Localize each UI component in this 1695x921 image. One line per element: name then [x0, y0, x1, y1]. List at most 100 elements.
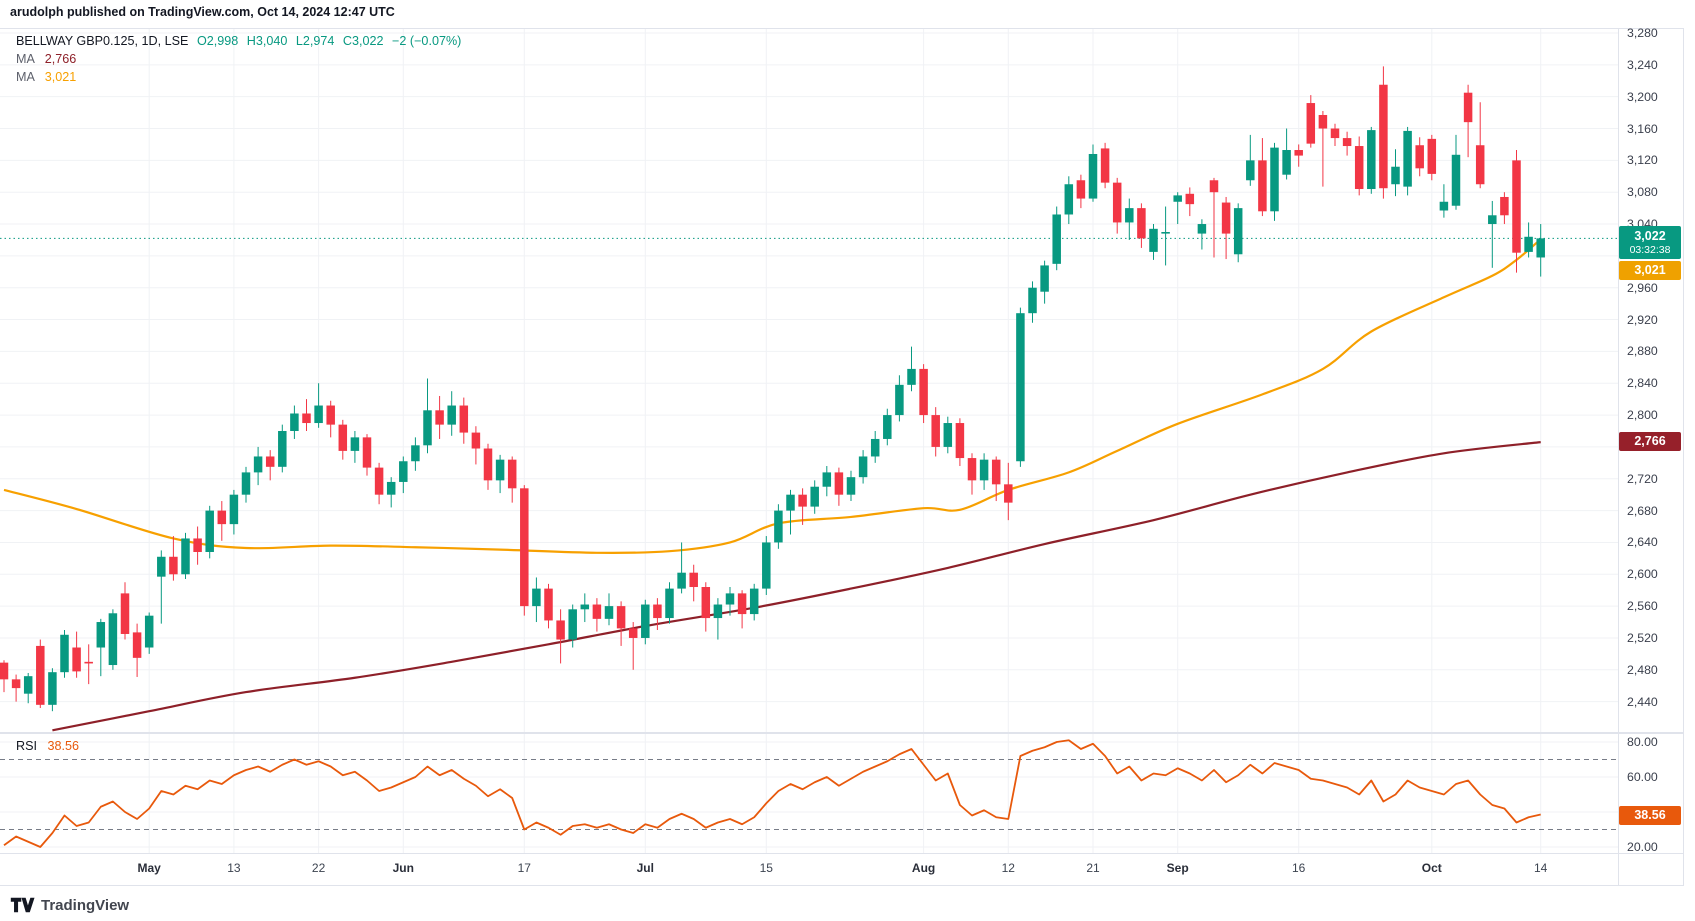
candle-body — [1463, 92, 1473, 123]
candle-body — [290, 413, 299, 431]
ma-fast-row[interactable]: MA 3,021 — [16, 69, 461, 86]
price-tick-label: 2,960 — [1627, 280, 1658, 295]
candle-body — [725, 593, 735, 605]
ma_fast-line — [3, 238, 1542, 554]
byline: arudolph published on TradingView.com, O… — [10, 5, 395, 19]
candle-body — [1342, 138, 1352, 147]
time-tick-label: 21 — [1086, 861, 1100, 875]
rsi-tick-label: 20.00 — [1627, 840, 1658, 854]
price-tick-label: 3,280 — [1627, 26, 1658, 40]
candle-body — [1391, 166, 1400, 185]
candle-body — [580, 604, 590, 610]
rsi-legend-row[interactable]: RSI 38.56 — [16, 739, 79, 753]
candle-body — [399, 461, 408, 482]
candle-body — [84, 661, 93, 664]
candle-body — [1221, 202, 1231, 234]
candle-body — [665, 588, 674, 619]
candle-body — [1379, 84, 1388, 189]
candle-body — [181, 538, 190, 575]
candle-body — [217, 510, 227, 525]
frame-right — [1683, 28, 1684, 886]
symbol-title: BELLWAY GBP0.125, 1D, LSE — [16, 34, 189, 48]
candle-body — [1209, 180, 1219, 193]
candle-body — [11, 679, 21, 689]
candle-body — [495, 459, 505, 481]
candle-body — [229, 494, 239, 525]
candle-body — [72, 647, 81, 672]
time-tick-label: 12 — [1001, 861, 1015, 875]
price-tick-label: 2,720 — [1627, 471, 1658, 486]
frame-bottom — [0, 885, 1683, 886]
candle-body — [60, 634, 69, 673]
candle-body — [1306, 103, 1316, 144]
candle-body — [483, 448, 493, 481]
candle-body — [1149, 228, 1158, 252]
candle-body — [677, 572, 686, 589]
time-tick-label: 15 — [759, 861, 773, 875]
ma-slow-row[interactable]: MA 2,766 — [16, 51, 461, 68]
candle-body — [1064, 184, 1074, 215]
candle-body — [144, 615, 154, 648]
last-price-value: 3,022 — [1634, 229, 1666, 244]
candle-body — [1052, 214, 1061, 264]
candle-body — [1294, 150, 1303, 156]
candle-body — [253, 456, 263, 473]
price-tick-label: 2,640 — [1627, 535, 1658, 550]
candle-body — [1524, 236, 1533, 252]
candle-body — [931, 415, 940, 447]
candle-body — [1439, 201, 1449, 211]
candle-body — [1354, 146, 1364, 190]
candle-body — [193, 538, 202, 552]
candle-body — [1197, 224, 1207, 234]
candle-body — [737, 593, 747, 615]
ma_slow-line — [52, 441, 1541, 732]
candle-body — [471, 432, 481, 449]
ma-fast-label: MA — [16, 70, 35, 84]
tradingview-logo[interactable]: TradingView — [10, 896, 129, 914]
candle-body — [568, 609, 577, 640]
candle-body — [108, 613, 118, 666]
frame-top — [0, 28, 1683, 29]
candle-body — [1185, 193, 1195, 205]
candle-body — [786, 494, 795, 511]
candle-body — [592, 604, 602, 619]
candle-body — [459, 405, 469, 433]
ma-fast-badge: 3,021 — [1619, 261, 1681, 281]
candle-body — [1076, 180, 1086, 199]
time-tick-label: 17 — [517, 861, 531, 875]
candle-body — [169, 556, 178, 575]
time-tick-label: 13 — [227, 861, 241, 875]
candle-body — [604, 606, 614, 619]
price-tick-label: 2,480 — [1627, 662, 1658, 677]
candle-body — [810, 486, 819, 507]
candle-body — [120, 593, 130, 634]
candle-body — [1161, 232, 1170, 234]
ohlc-high: H3,040 — [246, 34, 288, 48]
time-tick-label: Jul — [636, 861, 654, 875]
symbol-row[interactable]: BELLWAY GBP0.125, 1D, LSE O2,998 H3,040 … — [16, 33, 461, 50]
ohlc-open: O2,998 — [196, 34, 239, 48]
candle-body — [241, 472, 251, 495]
candle-body — [1004, 484, 1013, 503]
candle-body — [1536, 238, 1545, 258]
candle-body — [411, 445, 420, 462]
candle-body — [205, 510, 214, 552]
candle-body — [798, 494, 807, 507]
candle-body — [1040, 265, 1049, 292]
price-tick-label: 3,080 — [1627, 185, 1658, 200]
candle-body — [895, 384, 904, 416]
rsi-value: 38.56 — [47, 739, 80, 753]
candle-body — [919, 368, 928, 416]
candle-body — [701, 587, 711, 619]
timeaxis-separator — [0, 853, 1683, 854]
candle-body — [1233, 208, 1243, 255]
tradingview-mark-icon — [10, 897, 35, 913]
candle-body — [858, 456, 868, 478]
candle-body — [1330, 128, 1340, 139]
candle-body — [1270, 147, 1279, 212]
tradingview-brand-text: TradingView — [41, 896, 130, 914]
candle-body — [774, 510, 783, 543]
candle-body — [1415, 145, 1424, 169]
pane-separator[interactable] — [0, 732, 1683, 734]
